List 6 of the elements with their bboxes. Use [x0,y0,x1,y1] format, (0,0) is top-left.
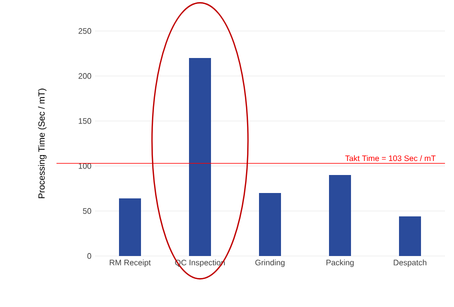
bar [189,58,211,256]
bar [259,193,281,256]
bar [119,198,141,256]
y-axis-title: Processing Time (Sec / mT) [38,88,46,198]
bar [399,216,422,256]
bar [329,175,352,256]
